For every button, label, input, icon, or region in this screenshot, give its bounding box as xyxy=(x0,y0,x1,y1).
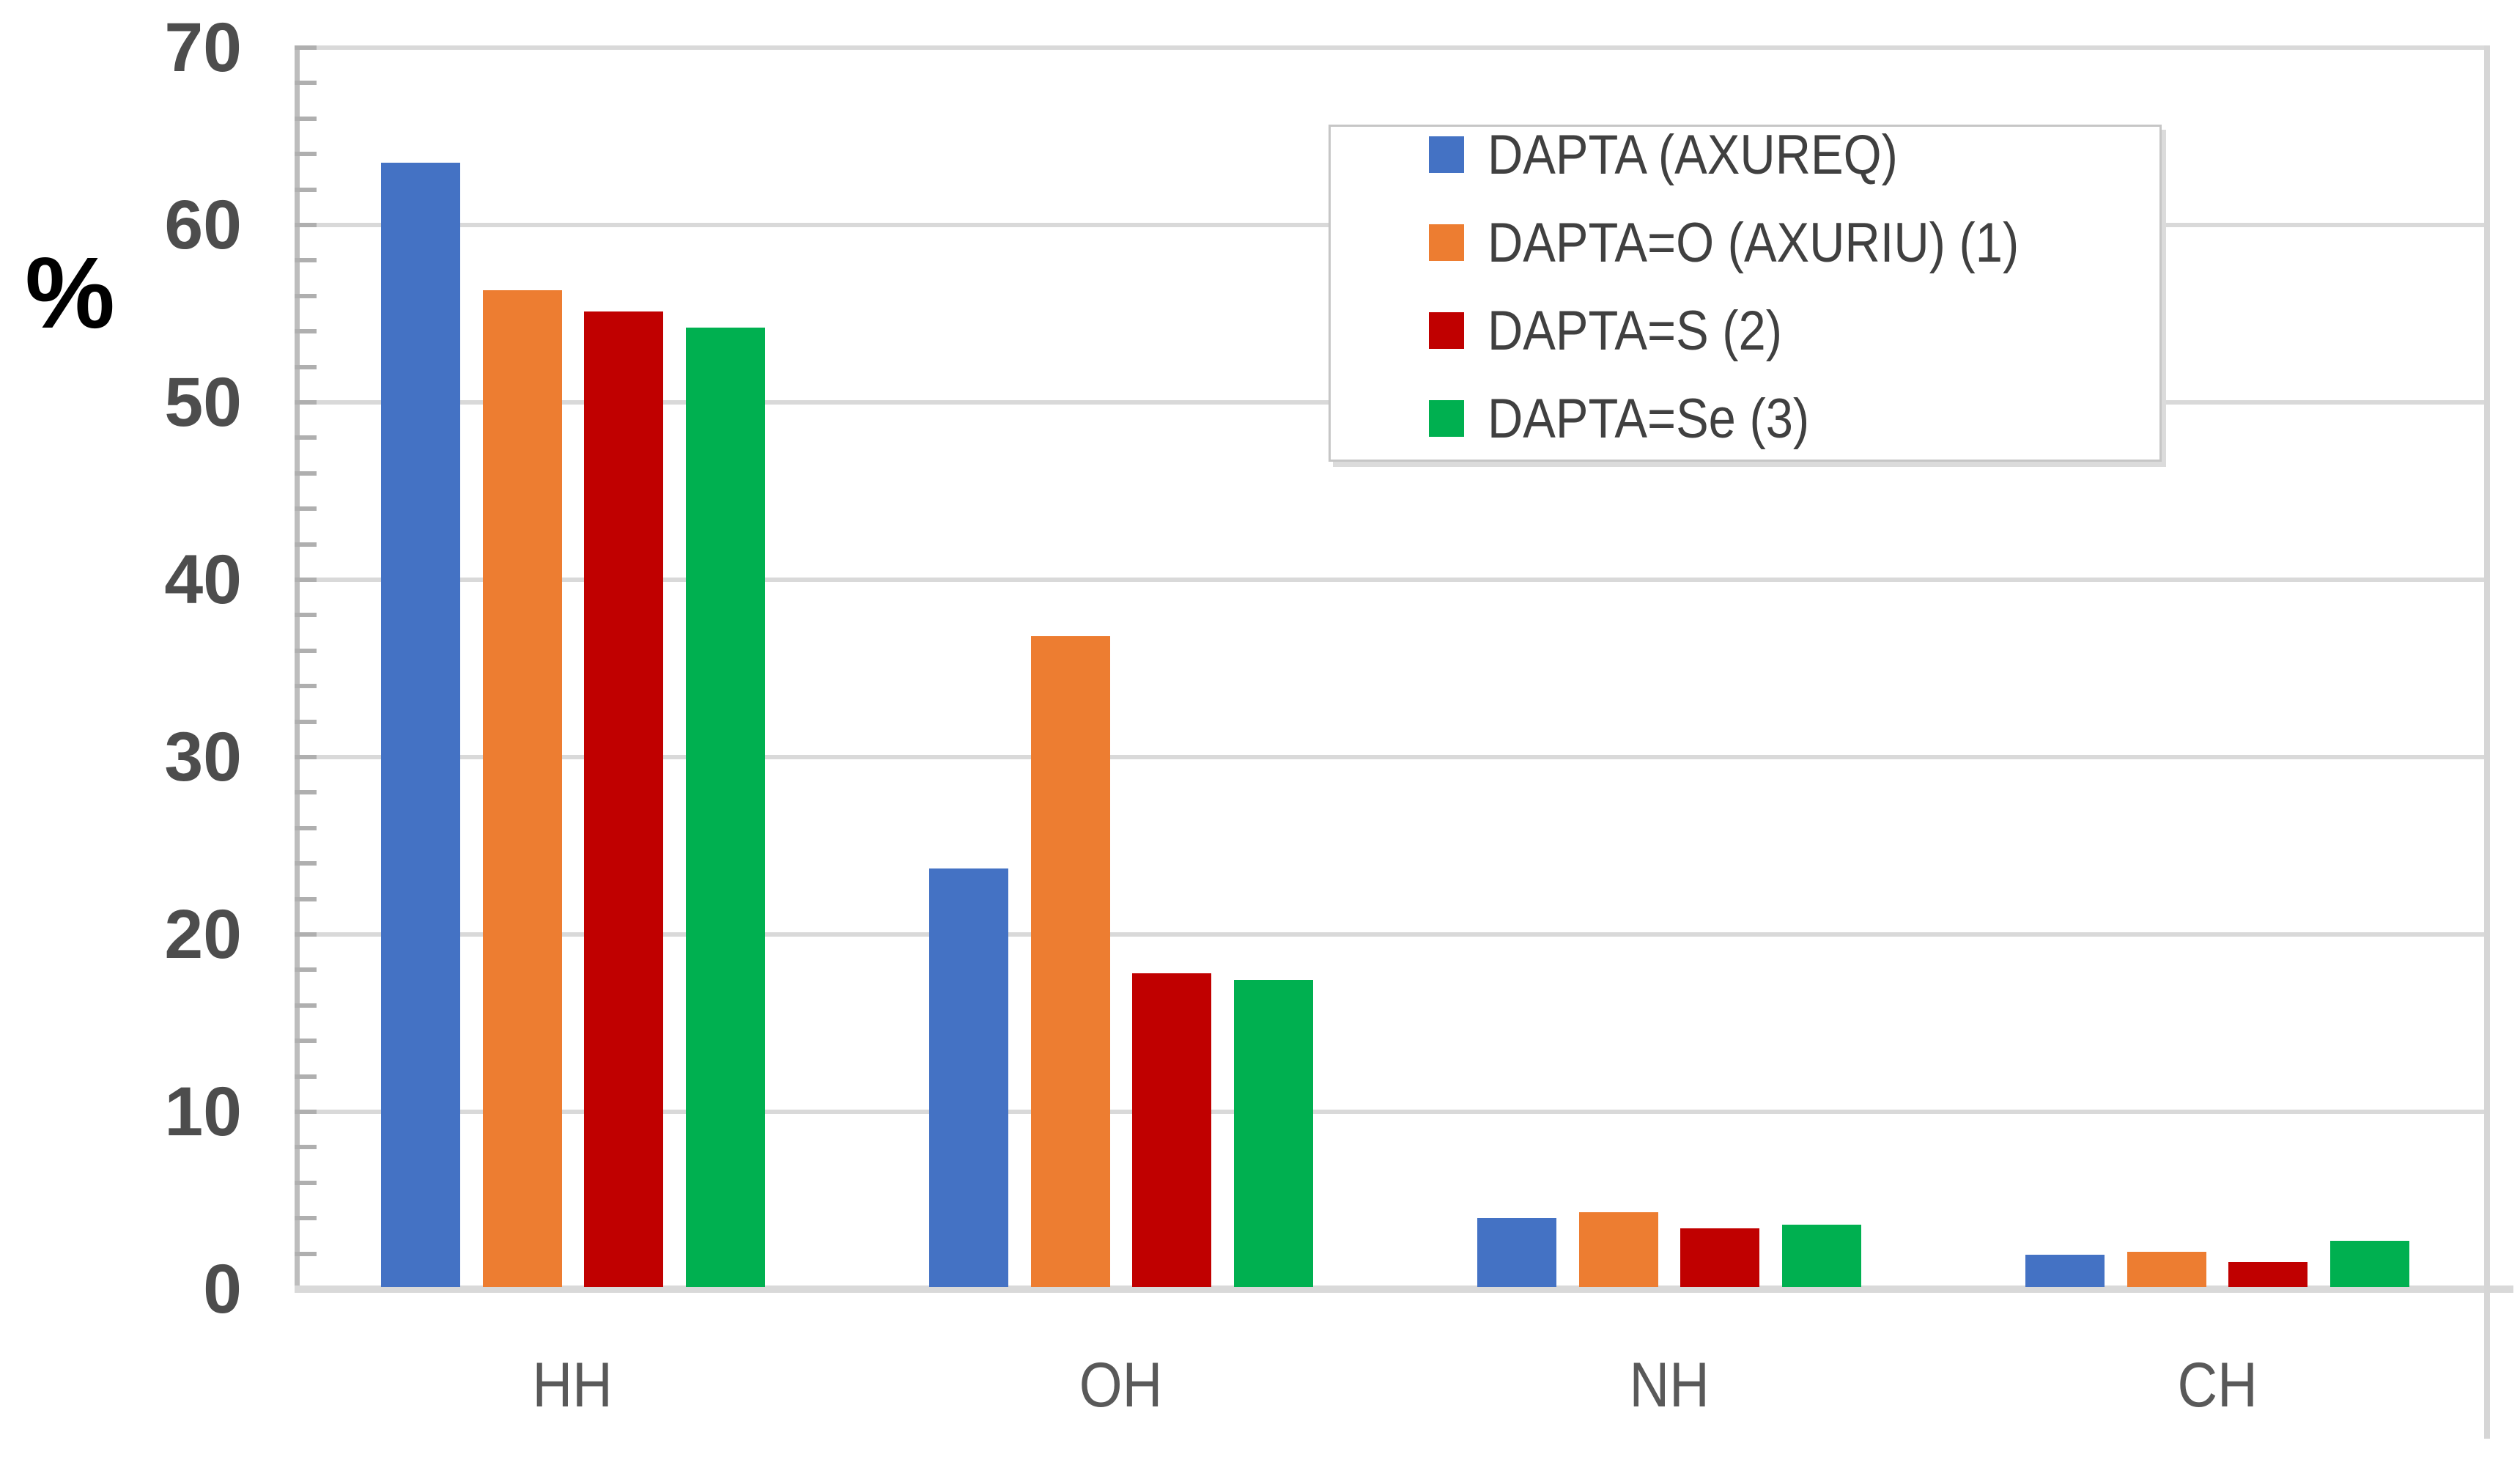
y-tick-label-40: 40 xyxy=(164,541,242,619)
y-axis-tick xyxy=(295,293,317,298)
bar-OH-series-1 xyxy=(928,868,1008,1287)
x-category-label-HH: HH xyxy=(426,1349,720,1422)
legend-swatch-2 xyxy=(1429,224,1464,261)
bar-CH-series-4 xyxy=(2330,1241,2410,1287)
y-axis-tick xyxy=(295,684,317,689)
gridline-70 xyxy=(300,45,2484,50)
gridline-30 xyxy=(300,755,2484,759)
x-axis-line xyxy=(295,1286,2513,1293)
legend-item-1: DAPTA (AXUREQ) xyxy=(1429,124,1954,186)
bar-HH-series-3 xyxy=(583,311,663,1287)
legend-label-2: DAPTA=O (AXURIU) (1) xyxy=(1488,211,2020,274)
y-axis-tick xyxy=(295,755,317,759)
bar-CH-series-1 xyxy=(2025,1255,2105,1287)
x-category-label-text: HH xyxy=(532,1350,613,1420)
gridline-10 xyxy=(300,1110,2484,1114)
y-axis-tick xyxy=(295,1074,317,1079)
gridline-40 xyxy=(300,578,2484,582)
y-axis-tick xyxy=(295,435,317,440)
y-tick-label-20: 20 xyxy=(164,896,242,973)
y-axis-tick xyxy=(295,116,317,121)
y-axis-tick xyxy=(295,1110,317,1114)
y-axis-tick xyxy=(295,152,317,157)
y-axis-tick xyxy=(295,81,317,86)
legend-label-3: DAPTA=S (2) xyxy=(1488,299,1783,362)
y-axis-tick xyxy=(295,1039,317,1044)
y-axis-tick xyxy=(295,187,317,192)
bar-NH-series-2 xyxy=(1578,1212,1658,1287)
x-category-label-text: OH xyxy=(1079,1350,1163,1420)
y-tick-label-10: 10 xyxy=(164,1073,242,1151)
bar-HH-series-1 xyxy=(380,163,460,1287)
y-axis-tick xyxy=(295,932,317,937)
x-category-label-CH: CH xyxy=(2071,1349,2364,1422)
y-axis-title: % xyxy=(25,237,115,350)
bar-OH-series-4 xyxy=(1233,980,1313,1287)
y-axis-tick xyxy=(295,223,317,227)
gridline-20 xyxy=(300,932,2484,937)
legend: DAPTA (AXUREQ) DAPTA=O (AXURIU) (1) DAPTA=… xyxy=(1329,124,2162,462)
y-tick-label-30: 30 xyxy=(164,718,242,796)
bar-CH-series-3 xyxy=(2228,1262,2308,1287)
y-axis-tick xyxy=(295,578,317,582)
legend-swatch-1 xyxy=(1429,136,1464,173)
y-axis-tick xyxy=(295,506,317,512)
y-axis-tick xyxy=(295,364,317,369)
x-category-label-NH: NH xyxy=(1523,1349,1816,1422)
y-axis-tick xyxy=(295,648,317,653)
bar-CH-series-2 xyxy=(2127,1252,2207,1287)
y-axis-tick xyxy=(295,45,317,50)
y-tick-label-50: 50 xyxy=(164,364,242,441)
legend-item-4: DAPTA=Se (3) xyxy=(1429,388,1853,450)
legend-label-1: DAPTA (AXUREQ) xyxy=(1488,123,1898,186)
x-category-label-text: CH xyxy=(2177,1350,2258,1420)
y-axis-line xyxy=(295,45,300,1293)
y-axis-tick xyxy=(295,329,317,334)
y-tick-label-60: 60 xyxy=(164,186,242,264)
y-axis-tick xyxy=(295,400,317,405)
bar-OH-series-2 xyxy=(1030,636,1110,1287)
x-category-label-OH: OH xyxy=(975,1349,1268,1422)
plot-right-border xyxy=(2484,45,2490,1439)
y-axis-tick xyxy=(295,542,317,547)
y-axis-tick xyxy=(295,719,317,724)
legend-item-3: DAPTA=S (2) xyxy=(1429,300,1822,362)
legend-swatch-3 xyxy=(1429,312,1464,349)
bar-NH-series-4 xyxy=(1781,1225,1861,1287)
y-tick-label-0: 0 xyxy=(203,1250,242,1328)
y-axis-tick xyxy=(295,471,317,476)
bar-NH-series-1 xyxy=(1477,1218,1556,1287)
y-axis-tick xyxy=(295,1003,317,1008)
y-axis-tick xyxy=(295,896,317,901)
y-tick-label-70: 70 xyxy=(164,9,242,86)
y-axis-tick xyxy=(295,790,317,795)
y-axis-tick xyxy=(295,613,317,618)
y-axis-tick xyxy=(295,1251,317,1256)
bar-OH-series-3 xyxy=(1131,973,1211,1287)
y-axis-tick xyxy=(295,967,317,973)
legend-swatch-4 xyxy=(1429,400,1464,437)
bar-HH-series-4 xyxy=(685,328,765,1287)
bar-NH-series-3 xyxy=(1680,1228,1759,1287)
y-axis-tick xyxy=(295,1145,317,1150)
y-axis-tick xyxy=(295,258,317,263)
y-axis-tick xyxy=(295,825,317,830)
legend-label-4: DAPTA=Se (3) xyxy=(1488,387,1810,450)
bar-HH-series-2 xyxy=(482,290,562,1287)
y-axis-tick xyxy=(295,861,317,866)
y-axis-tick xyxy=(295,1180,317,1185)
legend-item-2: DAPTA=O (AXURIU) (1) xyxy=(1429,212,2091,274)
x-category-label-text: NH xyxy=(1629,1350,1710,1420)
y-axis-tick xyxy=(295,1216,317,1221)
